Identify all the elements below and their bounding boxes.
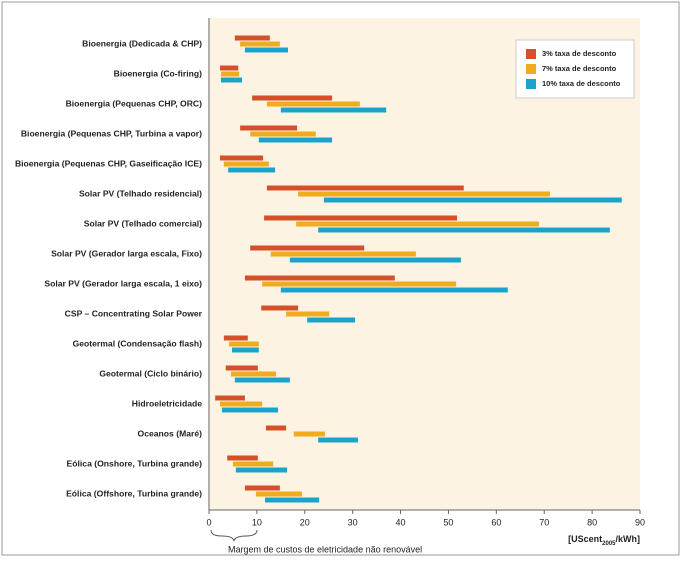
range-bar xyxy=(225,365,258,371)
range-bar xyxy=(258,137,333,143)
category-label: Bioenergia (Dedicada & CHP) xyxy=(82,38,202,48)
range-bar xyxy=(296,221,539,227)
range-bar xyxy=(280,107,387,113)
range-bar xyxy=(240,125,298,131)
range-bar xyxy=(220,77,243,83)
range-bar xyxy=(286,311,330,317)
range-bar xyxy=(262,281,457,287)
range-bar xyxy=(265,425,287,431)
x-tick-label: 50 xyxy=(443,517,453,527)
x-label-end: /kWh] xyxy=(616,534,641,544)
category-label: Solar PV (Telhado residencial) xyxy=(79,188,202,198)
range-bar xyxy=(255,491,302,497)
range-bar xyxy=(215,395,245,401)
range-bar xyxy=(250,131,316,137)
category-label: Geotermal (Ciclo binário) xyxy=(99,368,202,378)
range-bar xyxy=(223,161,269,167)
range-bar xyxy=(261,305,299,311)
legend-label: 7% taxa de desconto xyxy=(542,64,617,73)
range-bar xyxy=(264,215,458,221)
x-axis-label: [UScent2005/kWh] xyxy=(568,534,640,546)
x-tick-label: 60 xyxy=(491,517,501,527)
legend-swatch xyxy=(526,49,536,59)
range-bar xyxy=(231,347,259,353)
annotation: Margem de custos de eletricidade não ren… xyxy=(228,544,422,554)
range-bar xyxy=(220,71,240,77)
range-bar xyxy=(244,47,289,53)
range-bar xyxy=(220,401,263,407)
x-tick-label: 30 xyxy=(348,517,358,527)
x-tick-label: 80 xyxy=(587,517,597,527)
x-label-main: [UScent xyxy=(568,534,602,544)
range-bar xyxy=(232,461,274,467)
range-bar xyxy=(298,191,550,197)
category-label: Bioenergia (Co-firing) xyxy=(114,68,202,78)
category-label: Bioenergia (Pequenas CHP, Gaseificação I… xyxy=(15,158,202,168)
x-label-sub: 2005 xyxy=(602,541,616,547)
range-bar xyxy=(231,371,277,377)
legend-label: 3% taxa de desconto xyxy=(542,49,617,58)
category-label: Eólica (Onshore, Turbina grande) xyxy=(67,458,203,468)
range-bar xyxy=(228,167,276,173)
category-label: Oceanos (Maré) xyxy=(138,428,203,438)
x-tick-label: 0 xyxy=(206,517,211,527)
range-bar xyxy=(280,287,508,293)
range-bar xyxy=(235,467,288,473)
range-bar xyxy=(220,155,264,161)
category-label: Solar PV (Telhado comercial) xyxy=(84,218,202,228)
x-tick-label: 90 xyxy=(635,517,645,527)
range-bar xyxy=(229,341,259,347)
category-label: Eólica (Offshore, Turbina grande) xyxy=(66,488,202,498)
range-bar xyxy=(266,185,464,191)
range-bar xyxy=(270,251,416,257)
range-bar xyxy=(266,101,360,107)
range-bar xyxy=(318,437,358,443)
category-label: Bioenergia (Pequenas CHP, Turbina a vapo… xyxy=(21,128,202,138)
x-tick-label: 20 xyxy=(300,517,310,527)
range-bar xyxy=(250,245,365,251)
category-label: Bioenergia (Pequenas CHP, ORC) xyxy=(66,98,203,108)
brace xyxy=(210,529,258,542)
range-bar xyxy=(240,41,280,47)
legend-swatch xyxy=(526,79,536,89)
range-bar xyxy=(265,497,320,503)
range-bar xyxy=(293,431,325,437)
range-bar xyxy=(220,65,239,71)
range-bar xyxy=(227,455,258,461)
category-label: Hidroeletricidade xyxy=(132,398,202,408)
range-bar xyxy=(252,95,333,101)
range-bar xyxy=(244,485,280,491)
x-tick-label: 70 xyxy=(539,517,549,527)
range-bar xyxy=(221,407,278,413)
range-bar xyxy=(289,257,461,263)
range-bar xyxy=(307,317,356,323)
frame xyxy=(1,1,680,556)
legend-swatch xyxy=(526,64,536,74)
range-bar xyxy=(223,335,248,341)
range-bar xyxy=(318,227,610,233)
category-label: Solar PV (Gerador larga escala, 1 eixo) xyxy=(44,278,202,288)
range-bar xyxy=(234,35,270,41)
range-bar xyxy=(323,197,622,203)
x-tick-label: 10 xyxy=(252,517,262,527)
category-label: Geotermal (Condensação flash) xyxy=(73,338,203,348)
legend-label: 10% taxa de desconto xyxy=(542,79,621,88)
x-tick-label: 40 xyxy=(396,517,406,527)
range-bar xyxy=(234,377,290,383)
category-label: CSP – Concentrating Solar Power xyxy=(65,308,203,318)
category-label: Solar PV (Gerador larga escala, Fixo) xyxy=(51,248,202,258)
range-bar xyxy=(244,275,395,281)
